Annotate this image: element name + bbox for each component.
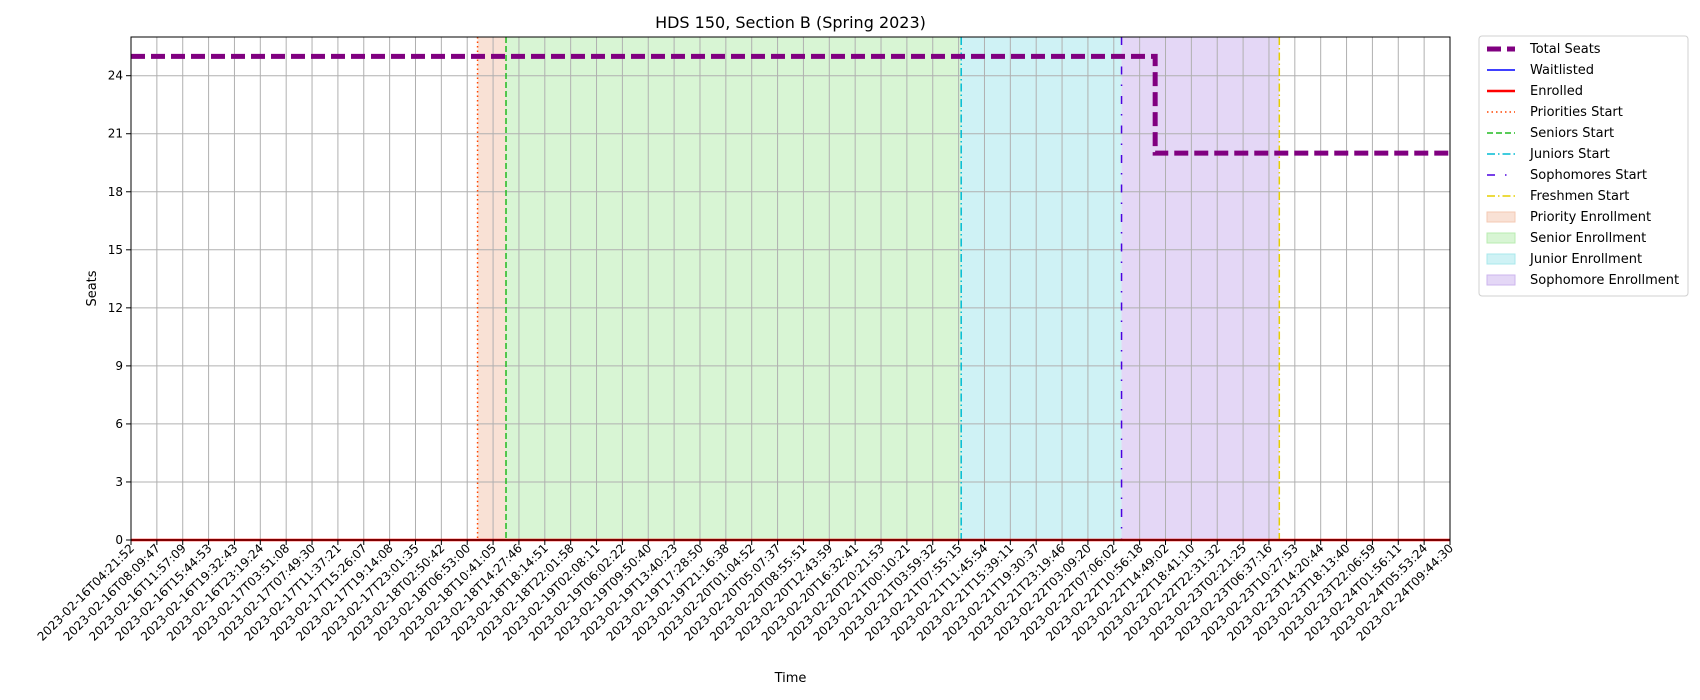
legend-box (1478, 35, 1689, 297)
legend-label: Juniors Start (1529, 147, 1610, 162)
legend-swatch (1486, 232, 1516, 244)
chart-title: HDS 150, Section B (Spring 2023) (655, 13, 926, 32)
series-total-seats (131, 53, 1450, 156)
legend-label: Priorities Start (1530, 105, 1623, 120)
y-tick-label: 15 (108, 243, 123, 257)
y-tick-label: 3 (115, 475, 123, 489)
y-tick-label: 21 (108, 127, 123, 141)
legend-label: Priority Enrollment (1530, 210, 1651, 225)
legend-label: Freshmen Start (1530, 189, 1629, 204)
legend-label: Enrolled (1530, 84, 1583, 99)
legend-label: Seniors Start (1530, 126, 1614, 141)
x-axis-ticks: 2023-02-16T04:21:522023-02-16T08:09:4720… (35, 540, 1456, 644)
region-sophomore-enrollment (1121, 37, 1280, 540)
y-axis-ticks: 0 3 6 9 12 15 18 21 24 (108, 69, 131, 547)
region-junior-enrollment (961, 37, 1122, 540)
y-tick-label: 0 (115, 533, 123, 547)
legend-swatch (1486, 211, 1516, 223)
shaded-regions (477, 37, 1280, 540)
legend-swatch (1486, 274, 1516, 286)
legend-label: Total Seats (1529, 42, 1601, 57)
y-tick-label: 24 (108, 69, 123, 83)
y-axis-label: Seats (85, 270, 100, 306)
legend-label: Junior Enrollment (1529, 252, 1642, 267)
y-tick-label: 18 (108, 185, 123, 199)
y-tick-label: 6 (115, 417, 123, 431)
vertical-markers (476, 37, 1281, 540)
legend-swatch (1486, 253, 1516, 265)
region-senior-enrollment (506, 37, 962, 540)
legend: Total Seats Waitlisted Enrolled Priorities … (1478, 35, 1689, 297)
grid-lines (130, 37, 1451, 541)
y-tick-label: 12 (108, 301, 123, 315)
legend-label: Senior Enrollment (1530, 231, 1646, 246)
region-priority-enrollment (477, 37, 507, 540)
legend-label: Sophomores Start (1530, 168, 1647, 183)
plot-frame (130, 36, 1451, 541)
y-tick-label: 9 (115, 359, 123, 373)
legend-label: Waitlisted (1530, 63, 1594, 78)
legend-label: Sophomore Enrollment (1530, 273, 1679, 288)
x-axis-label: Time (774, 671, 807, 686)
